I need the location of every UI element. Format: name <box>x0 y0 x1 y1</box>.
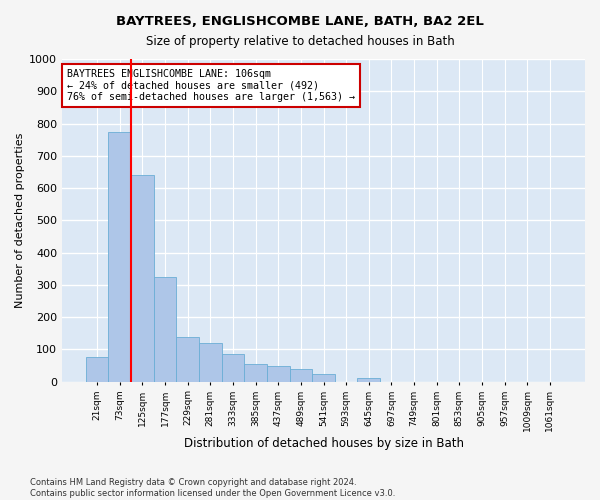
Bar <box>86 358 109 382</box>
Bar <box>267 366 290 382</box>
Text: Contains HM Land Registry data © Crown copyright and database right 2024.
Contai: Contains HM Land Registry data © Crown c… <box>30 478 395 498</box>
Y-axis label: Number of detached properties: Number of detached properties <box>15 132 25 308</box>
Bar <box>199 343 221 382</box>
X-axis label: Distribution of detached houses by size in Bath: Distribution of detached houses by size … <box>184 437 464 450</box>
Text: BAYTREES ENGLISHCOMBE LANE: 106sqm
← 24% of detached houses are smaller (492)
76: BAYTREES ENGLISHCOMBE LANE: 106sqm ← 24%… <box>67 68 355 102</box>
Bar <box>290 369 312 382</box>
Text: BAYTREES, ENGLISHCOMBE LANE, BATH, BA2 2EL: BAYTREES, ENGLISHCOMBE LANE, BATH, BA2 2… <box>116 15 484 28</box>
Bar <box>154 277 176 382</box>
Bar <box>176 336 199 382</box>
Bar <box>358 378 380 382</box>
Bar <box>221 354 244 382</box>
Bar <box>312 374 335 382</box>
Bar <box>109 132 131 382</box>
Text: Size of property relative to detached houses in Bath: Size of property relative to detached ho… <box>146 35 454 48</box>
Bar <box>244 364 267 382</box>
Bar <box>131 175 154 382</box>
